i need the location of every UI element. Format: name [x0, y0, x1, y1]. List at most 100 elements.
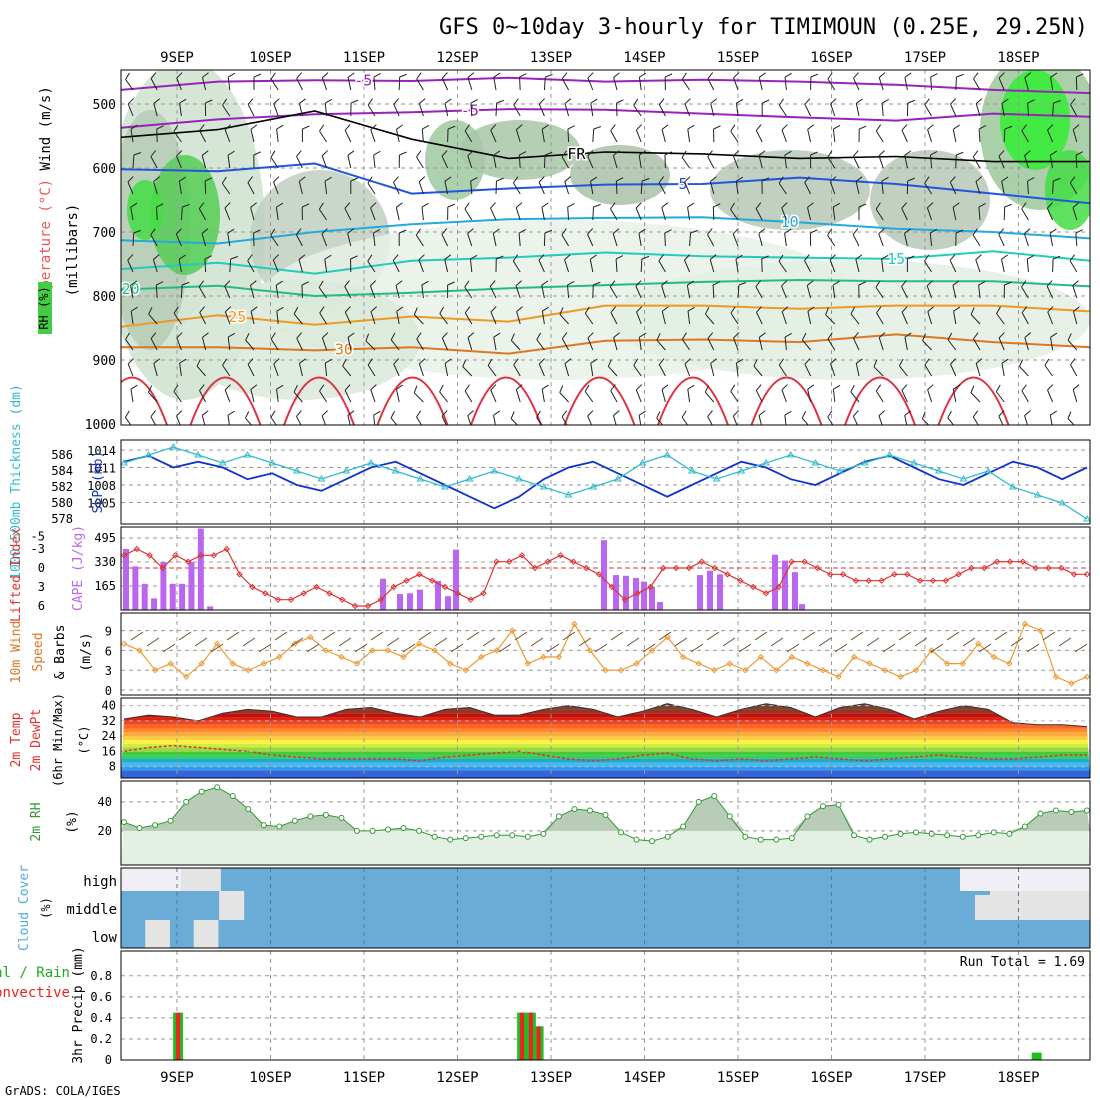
isotherm-0 [121, 76, 1090, 95]
isotherm-label: 25 [228, 308, 246, 326]
cape-bar [649, 586, 655, 610]
date-label-top: 15SEP [717, 50, 759, 66]
wind-barb [464, 124, 473, 143]
isotherm-8 [121, 333, 1090, 355]
wind-barb [778, 358, 787, 377]
wind-barb [272, 254, 280, 273]
wind-barb [855, 98, 863, 117]
thickness-marker [860, 459, 869, 466]
surface-wind-barb [370, 631, 384, 641]
rh-shading [1000, 70, 1070, 170]
wind-barb [924, 98, 933, 117]
wind-barb [1052, 100, 1061, 117]
rh-marker [1084, 807, 1090, 814]
wind-barb [398, 151, 407, 169]
wind-speed-marker [912, 666, 920, 674]
wind-barb [416, 410, 424, 425]
thickness-marker [268, 459, 277, 466]
wind-barb [975, 254, 982, 273]
wind-barb [1024, 150, 1031, 169]
wind-barb [398, 229, 407, 246]
rh-marker [353, 827, 360, 834]
wind-barb [178, 254, 186, 273]
diurnal-temp-contour [750, 376, 823, 425]
wind-barb [658, 358, 666, 377]
diurnal-temp-contour [189, 376, 262, 425]
wind-barb [592, 126, 602, 143]
wind-barb [732, 228, 739, 247]
wind-barb [615, 177, 624, 195]
temp-band [121, 739, 1090, 744]
temp-band [121, 762, 1090, 767]
isotherm-7 [121, 304, 1090, 328]
wind-barb [493, 332, 501, 351]
wind-barb [296, 72, 303, 91]
wind-barb [592, 203, 601, 221]
li-tick-label: 6 [38, 599, 45, 613]
wind-barb [658, 254, 666, 273]
rh-shading [710, 150, 870, 230]
wind-speed-marker [1052, 673, 1060, 681]
wind-speed-marker [648, 647, 656, 654]
wind-barb [707, 228, 715, 247]
thickness-marker [1058, 499, 1067, 506]
surface-wind-barb [162, 643, 176, 653]
rh-marker [664, 833, 671, 840]
wind-barb [730, 202, 739, 221]
wind-barb [538, 254, 545, 273]
wind-barb [536, 410, 545, 425]
wind-barb [1001, 254, 1009, 273]
wind-barb [347, 72, 355, 91]
date-label-bottom: 12SEP [436, 1070, 478, 1086]
wind-speed-marker [571, 620, 578, 628]
wind-barb [541, 202, 549, 221]
thickness-marker [589, 483, 598, 490]
footer-credit: GrADS: COLA/IGES [5, 1084, 121, 1098]
rh-marker [478, 833, 485, 840]
cloud-ylabel-units: (%) [39, 897, 53, 919]
wind-barb [1003, 203, 1012, 221]
wind-barb [369, 280, 377, 299]
date-label-bottom: 18SEP [997, 1070, 1039, 1086]
wind-barb [370, 124, 377, 143]
surface-wind-barb [146, 637, 160, 647]
rh-marker [649, 838, 656, 845]
wind-barb [350, 99, 359, 117]
wind-barb [735, 98, 744, 117]
wind-barb [342, 358, 352, 377]
wind-barb [373, 150, 381, 169]
diurnal-temp-contour [937, 376, 1010, 425]
temp-band [121, 720, 1090, 725]
wind-barb [881, 99, 890, 117]
axis-label-part: 1000-500mb Thickness (dm) [9, 384, 24, 580]
wind-barb [564, 98, 572, 117]
wind-barb [998, 332, 1005, 351]
li-marker [1070, 571, 1078, 578]
wind-tick-label: 6 [105, 644, 112, 658]
wind-barb [635, 280, 642, 299]
cape-bar [445, 596, 451, 610]
wind-barb [253, 73, 262, 90]
wind-barb [227, 410, 235, 425]
wind-barb [587, 410, 594, 425]
surface-wind-barb [578, 637, 592, 647]
thickness-tick-label: 580 [51, 496, 73, 510]
isotherm-label: 5 [679, 175, 688, 193]
wind-speed-marker [975, 640, 982, 648]
wind-barb [737, 282, 747, 299]
diurnal-temp-contour [376, 376, 449, 425]
wind-barb [204, 255, 212, 273]
wind-barb [370, 306, 378, 325]
cape-bar [141, 583, 148, 610]
surface-wind-barb [834, 643, 848, 653]
li-marker [403, 577, 410, 584]
cape-bar [601, 540, 607, 610]
surface-wind-barb [306, 643, 320, 653]
wind-speed-marker [617, 666, 625, 674]
rh-marker [586, 807, 593, 814]
cloud-gap [195, 868, 209, 891]
rh-marker [152, 822, 159, 829]
wind-barb [1003, 281, 1012, 299]
wind-barb [804, 254, 812, 273]
slp-tick-label: 1014 [87, 444, 116, 458]
